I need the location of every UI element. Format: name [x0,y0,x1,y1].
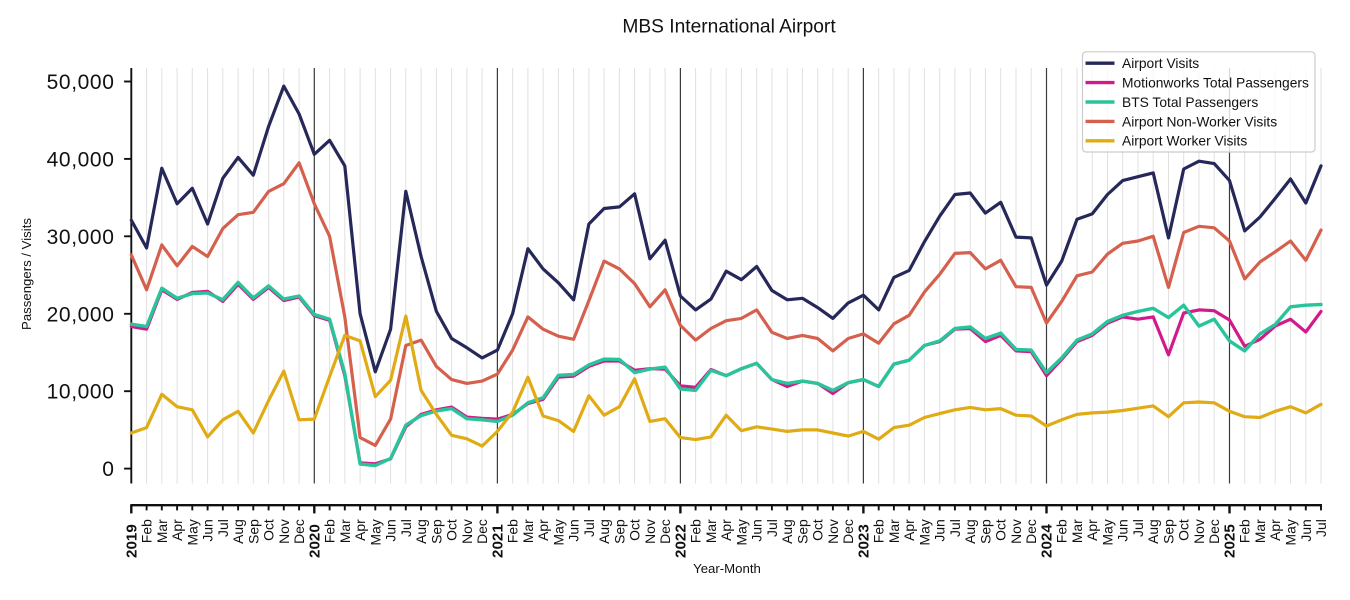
svg-text:2021: 2021 [489,524,506,558]
svg-text:Apr: Apr [535,519,551,541]
svg-text:Airport Visits: Airport Visits [1122,56,1199,71]
svg-text:Mar: Mar [154,519,170,543]
svg-text:May: May [184,519,200,545]
svg-text:May: May [916,519,932,545]
svg-text:Airport Non-Worker Visits: Airport Non-Worker Visits [1122,114,1277,129]
svg-text:May: May [550,519,566,545]
svg-text:Aug: Aug [230,519,246,544]
svg-text:Apr: Apr [718,519,734,541]
svg-text:Aug: Aug [962,519,978,544]
svg-text:May: May [1283,519,1299,545]
svg-text:Mar: Mar [337,519,353,543]
svg-text:Feb: Feb [505,519,521,543]
svg-text:2025: 2025 [1222,524,1239,558]
svg-text:Apr: Apr [169,519,185,541]
svg-text:MBS International Airport: MBS International Airport [622,17,836,38]
svg-text:Sep: Sep [245,519,261,544]
svg-text:Feb: Feb [139,519,155,543]
svg-text:Jul: Jul [764,519,780,537]
svg-text:2024: 2024 [1039,524,1056,558]
svg-text:Nov: Nov [825,519,841,544]
svg-text:Jun: Jun [200,519,216,541]
svg-text:Nov: Nov [642,519,658,544]
svg-text:Dec: Dec [1206,519,1222,544]
svg-text:Apr: Apr [1084,519,1100,541]
svg-text:2022: 2022 [672,524,689,558]
svg-text:Apr: Apr [901,519,917,541]
svg-text:Jun: Jun [1298,519,1314,541]
svg-text:Sep: Sep [428,519,444,544]
svg-text:20,000: 20,000 [47,303,115,326]
svg-text:Nov: Nov [276,519,292,544]
svg-text:Jul: Jul [215,519,231,537]
svg-text:Mar: Mar [886,519,902,543]
svg-text:Jul: Jul [947,519,963,537]
svg-text:Dec: Dec [657,519,673,544]
svg-text:Jul: Jul [1130,519,1146,537]
svg-text:40,000: 40,000 [47,148,115,171]
svg-text:Aug: Aug [779,519,795,544]
svg-text:Nov: Nov [1008,519,1024,544]
svg-text:Jul: Jul [1313,519,1329,537]
svg-text:Aug: Aug [596,519,612,544]
svg-text:Sep: Sep [1161,519,1177,544]
svg-text:30,000: 30,000 [47,226,115,249]
svg-text:Jun: Jun [932,519,948,541]
svg-text:Motionworks Total Passengers: Motionworks Total Passengers [1122,76,1309,91]
svg-text:Sep: Sep [611,519,627,544]
svg-text:Feb: Feb [1237,519,1253,543]
svg-text:Feb: Feb [322,519,338,543]
svg-text:2020: 2020 [306,524,323,558]
svg-text:Dec: Dec [474,519,490,544]
svg-text:May: May [1100,519,1116,545]
svg-text:Jun: Jun [566,519,582,541]
svg-text:Aug: Aug [413,519,429,544]
svg-text:Sep: Sep [977,519,993,544]
svg-text:Year-Month: Year-Month [693,561,761,576]
svg-text:Airport Worker Visits: Airport Worker Visits [1122,134,1247,149]
svg-text:Jun: Jun [1115,519,1131,541]
svg-text:Apr: Apr [1267,519,1283,541]
svg-text:Jun: Jun [749,519,765,541]
svg-text:Feb: Feb [1054,519,1070,543]
svg-text:Dec: Dec [840,519,856,544]
svg-text:Oct: Oct [810,519,826,541]
svg-text:Oct: Oct [261,519,277,541]
svg-text:Dec: Dec [1023,519,1039,544]
svg-text:Feb: Feb [871,519,887,543]
svg-text:2019: 2019 [123,524,140,558]
svg-text:Oct: Oct [1176,519,1192,541]
svg-text:Jul: Jul [581,519,597,537]
svg-text:Nov: Nov [459,519,475,544]
svg-text:Oct: Oct [627,519,643,541]
svg-text:10,000: 10,000 [47,381,115,404]
svg-text:Jun: Jun [383,519,399,541]
svg-text:50,000: 50,000 [47,71,115,94]
svg-text:Mar: Mar [1069,519,1085,543]
svg-text:Oct: Oct [444,519,460,541]
svg-text:Mar: Mar [520,519,536,543]
svg-text:0: 0 [102,458,114,481]
svg-text:Sep: Sep [794,519,810,544]
svg-text:Aug: Aug [1145,519,1161,544]
svg-text:Dec: Dec [291,519,307,544]
svg-text:May: May [733,519,749,545]
svg-text:2023: 2023 [855,524,872,558]
svg-text:Apr: Apr [352,519,368,541]
svg-text:BTS Total Passengers: BTS Total Passengers [1122,95,1258,110]
svg-text:Nov: Nov [1191,519,1207,544]
svg-text:Feb: Feb [688,519,704,543]
svg-text:Jul: Jul [398,519,414,537]
svg-text:Passengers / Visits: Passengers / Visits [19,218,34,330]
svg-text:Mar: Mar [703,519,719,543]
svg-text:Mar: Mar [1252,519,1268,543]
svg-text:Oct: Oct [993,519,1009,541]
svg-text:May: May [367,519,383,545]
